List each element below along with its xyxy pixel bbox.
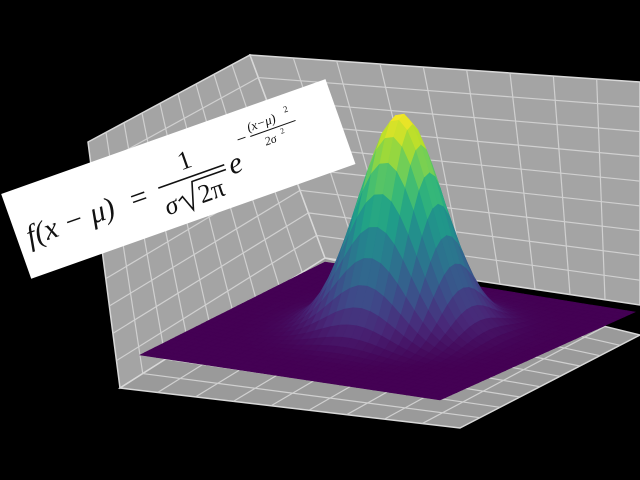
exponent-denominator-power: 2 xyxy=(279,126,286,136)
wall-grid-line xyxy=(142,372,481,419)
wall-grid-line xyxy=(421,325,606,425)
surface-patch xyxy=(430,395,447,401)
wall-grid-line xyxy=(466,69,501,285)
wall-grid-line xyxy=(596,78,606,300)
exponent-numerator-power: 2 xyxy=(282,104,290,115)
radical-sign xyxy=(178,168,227,212)
wall-grid-line xyxy=(509,72,536,290)
formula-card: f(x − μ) = 1 σ 2π e − (x−μ) 2 2σ 2 xyxy=(1,79,356,279)
wall-grid-line xyxy=(112,212,309,334)
gaussian-surface xyxy=(139,113,637,401)
wall-grid-line xyxy=(116,234,317,362)
wall-grid-line xyxy=(291,167,640,207)
wall-grid-line xyxy=(109,189,301,307)
fraction-bar xyxy=(157,164,225,189)
card xyxy=(1,79,356,279)
exponent-fraction-bar xyxy=(250,119,296,137)
wall-grid-line xyxy=(299,189,640,232)
wall-grid-line xyxy=(552,75,571,295)
